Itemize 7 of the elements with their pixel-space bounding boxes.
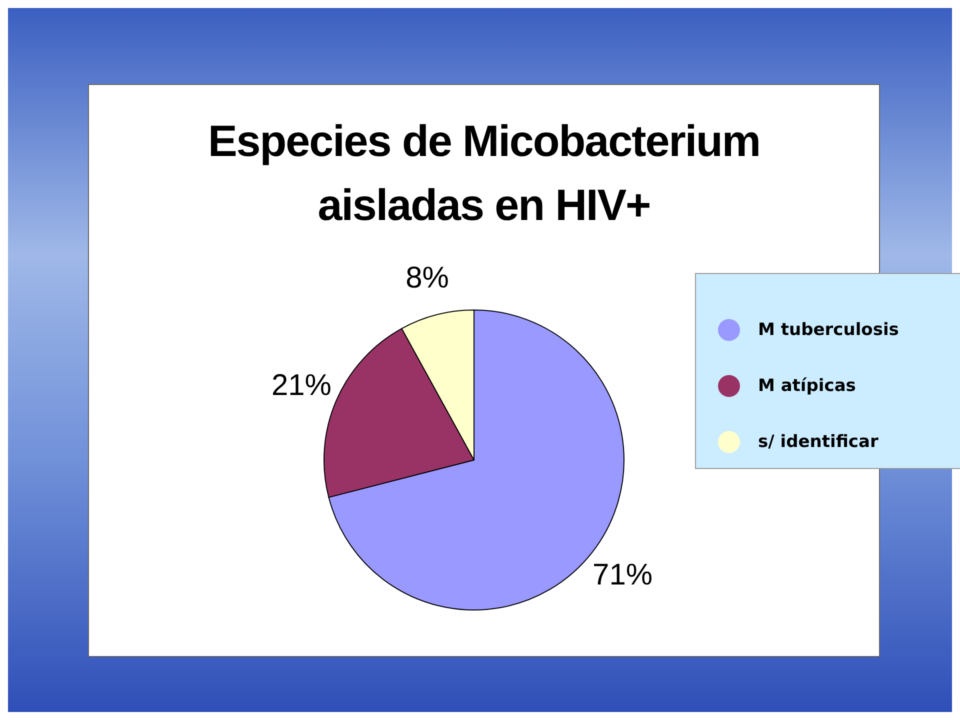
legend-label: M atípicas — [758, 376, 856, 396]
data-label: 8% — [406, 261, 449, 294]
legend-label: s/ identificar — [758, 432, 878, 452]
data-label: 71% — [592, 558, 653, 592]
chart-title: Especies de Micobacterium aisladas en HIV+ — [206, 116, 762, 232]
data-label: 21% — [271, 368, 332, 402]
legend-label: M tuberculosis — [758, 320, 899, 340]
